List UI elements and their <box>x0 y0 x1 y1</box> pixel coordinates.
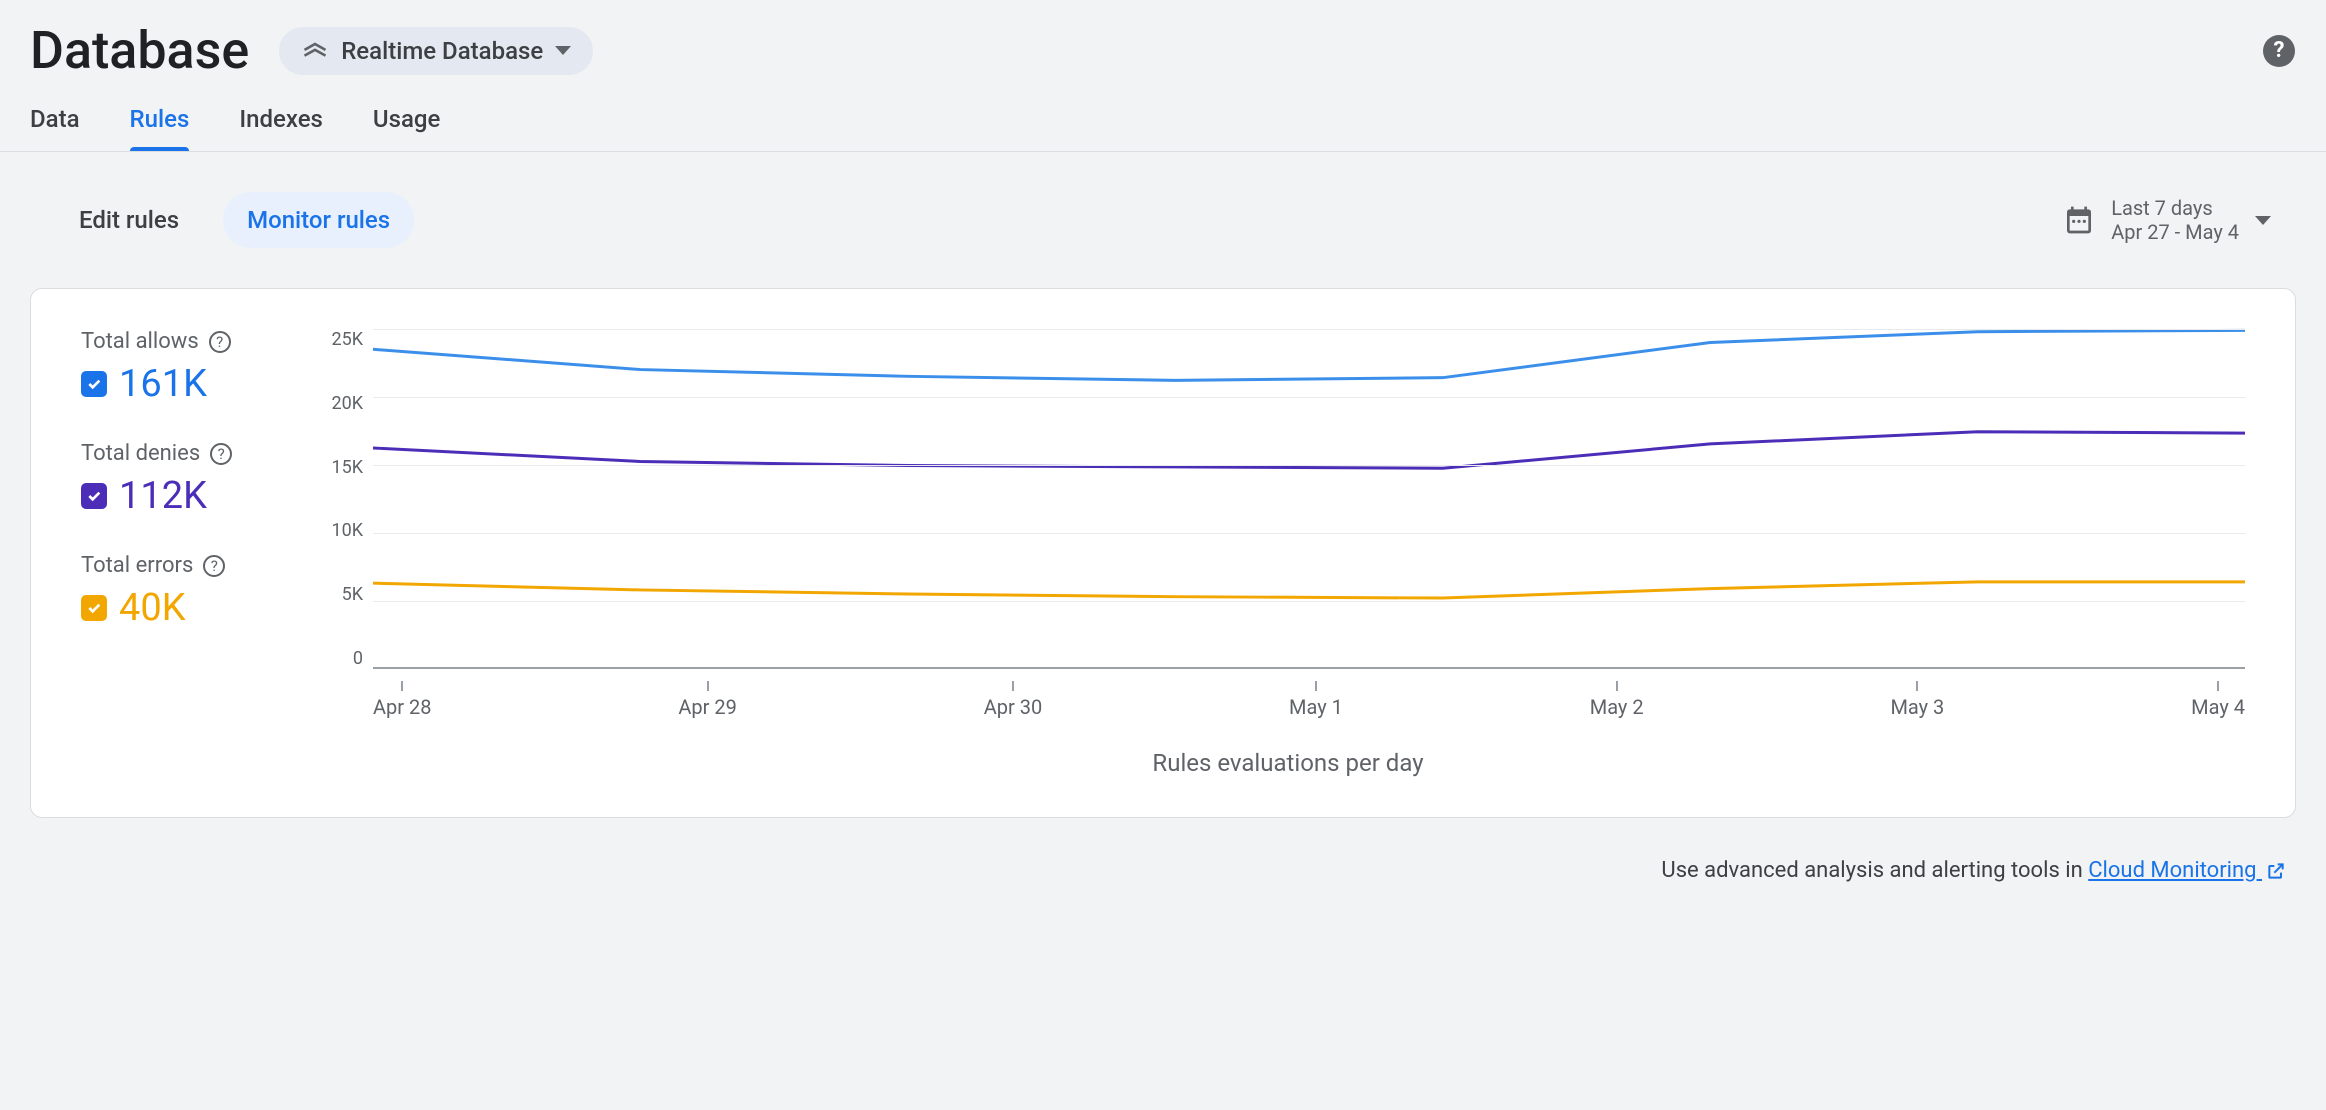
chart-subtitle: Rules evaluations per day <box>331 749 2245 777</box>
x-axis-label: May 3 <box>1890 681 1944 719</box>
legend-item-allows: Total allows?161K <box>81 329 291 406</box>
realtime-database-icon <box>301 37 329 65</box>
legend-label: Total errors <box>81 553 193 578</box>
cloud-monitoring-link[interactable]: Cloud Monitoring <box>2088 858 2286 883</box>
page-title: Database <box>30 20 249 81</box>
info-icon[interactable]: ? <box>203 555 225 577</box>
chart-x-axis-labels: Apr 28 Apr 29 Apr 30 May 1 May 2 May 3 May 4 <box>373 681 2245 719</box>
subtab-edit[interactable]: Edit rules <box>55 192 203 248</box>
series-allows <box>373 330 2245 380</box>
tab-indexes[interactable]: Indexes <box>239 91 323 151</box>
date-range-selector[interactable]: Last 7 days Apr 27 - May 4 <box>2063 196 2271 244</box>
chart-card: Total allows?161KTotal denies?112KTotal … <box>30 288 2296 818</box>
database-selector-label: Realtime Database <box>341 37 543 65</box>
legend-value: 112K <box>119 474 207 518</box>
tab-rules[interactable]: Rules <box>130 91 190 151</box>
series-denies <box>373 432 2245 469</box>
tab-data[interactable]: Data <box>30 91 80 151</box>
external-link-icon <box>2266 861 2286 881</box>
chevron-down-icon <box>2255 216 2271 225</box>
calendar-icon <box>2063 204 2095 236</box>
chevron-down-icon <box>555 46 571 55</box>
x-axis-label: Apr 28 <box>373 681 432 719</box>
chart-legend: Total allows?161KTotal denies?112KTotal … <box>81 329 291 777</box>
chart-container: 25K20K15K10K5K0 Apr 28Apr 29Apr 30May 1M… <box>331 329 2245 777</box>
info-icon[interactable]: ? <box>209 331 231 353</box>
x-axis-label: May 4 <box>2191 681 2245 719</box>
legend-value: 161K <box>119 362 207 406</box>
chart-plot-area <box>373 329 2245 669</box>
x-axis-label: May 2 <box>1590 681 1644 719</box>
rules-subtabs: Edit rules Monitor rules <box>55 192 414 248</box>
date-range-label: Last 7 days <box>2111 196 2239 220</box>
help-button[interactable]: ? <box>2262 34 2296 68</box>
legend-item-denies: Total denies?112K <box>81 441 291 518</box>
legend-checkbox-allows[interactable] <box>81 371 107 397</box>
subtab-monitor[interactable]: Monitor rules <box>223 192 414 248</box>
chart-lines <box>373 329 2245 667</box>
legend-checkbox-denies[interactable] <box>81 483 107 509</box>
tab-usage[interactable]: Usage <box>373 91 440 151</box>
database-selector[interactable]: Realtime Database <box>279 27 593 75</box>
help-icon: ? <box>2263 35 2295 67</box>
legend-label: Total denies <box>81 441 200 466</box>
legend-label: Total allows <box>81 329 199 354</box>
x-axis-label: Apr 29 <box>678 681 737 719</box>
legend-value: 40K <box>119 586 186 630</box>
info-icon[interactable]: ? <box>210 443 232 465</box>
chart-y-axis-labels: 25K20K15K10K5K0 <box>313 329 363 669</box>
footer-prefix: Use advanced analysis and alerting tools… <box>1661 858 2088 883</box>
series-errors <box>373 582 2245 598</box>
x-axis-label: Apr 30 <box>984 681 1043 719</box>
cloud-monitoring-link-label: Cloud Monitoring <box>2088 858 2256 883</box>
footer-text: Use advanced analysis and alerting tools… <box>0 838 2326 923</box>
date-range-value: Apr 27 - May 4 <box>2111 220 2239 244</box>
x-axis-label: May 1 <box>1289 681 1343 719</box>
legend-item-errors: Total errors? 40K <box>81 553 291 630</box>
legend-checkbox-errors[interactable] <box>81 595 107 621</box>
main-tabs: Data Rules Indexes Usage <box>0 91 2326 152</box>
